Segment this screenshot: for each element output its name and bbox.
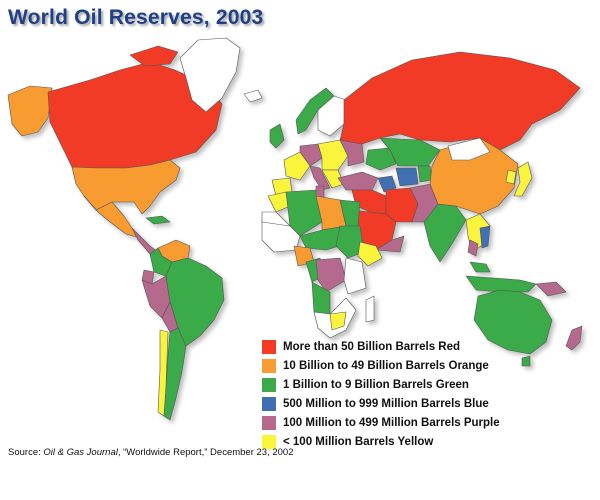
legend-swatch-red — [262, 339, 276, 354]
yemen-oman — [375, 235, 405, 253]
mongolia — [447, 137, 491, 161]
korea — [505, 169, 517, 185]
mauritania-mali — [261, 211, 291, 227]
legend-item-green: 1 Billion to 9 Billion Barrels Green — [262, 375, 500, 394]
madagascar — [365, 295, 375, 323]
germany — [299, 143, 323, 167]
ethiopia-somalia — [357, 241, 383, 267]
legend-item-purple: 100 Million to 499 Million Barrels Purpl… — [262, 413, 500, 432]
australia — [473, 289, 553, 355]
source-publication: Oil & Gas Journal — [43, 447, 118, 458]
legend-item-orange: 10 Billion to 49 Billion Barrels Orange — [262, 356, 500, 375]
congo — [315, 257, 347, 293]
legend-label-purple: 100 Million to 499 Million Barrels Purpl… — [283, 416, 500, 429]
france — [283, 151, 311, 181]
source-note: Source: Oil & Gas Journal, “Worldwide Re… — [8, 447, 294, 458]
map-title: World Oil Reserves, 2003 — [8, 6, 264, 29]
greenland — [179, 37, 241, 113]
cuba — [145, 215, 171, 225]
south-africa-yellow — [329, 311, 347, 331]
argentina — [163, 327, 187, 421]
turkey — [337, 171, 379, 191]
legend-label-blue: 500 Million to 999 Million Barrels Blue — [283, 397, 489, 410]
legend-label-orange: 10 Billion to 49 Billion Barrels Orange — [283, 359, 489, 372]
turkmenistan — [395, 167, 419, 187]
legend-swatch-orange — [262, 358, 276, 373]
tasmania — [521, 355, 531, 367]
alaska — [7, 85, 53, 137]
east-africa — [343, 257, 367, 295]
canada-islands — [129, 45, 179, 67]
source-prefix: Source: — [8, 447, 44, 458]
azerbaijan — [377, 175, 397, 193]
legend-label-green: 1 Billion to 9 Billion Barrels Green — [283, 378, 469, 391]
legend-swatch-blue — [262, 396, 276, 411]
malaysia — [469, 261, 491, 273]
japan — [513, 161, 533, 197]
map-legend: More than 50 Billion Barrels Red 10 Bill… — [262, 337, 500, 451]
legend-item-yellow: < 100 Million Barrels Yellow — [262, 432, 500, 451]
algeria — [285, 189, 323, 237]
united-states — [71, 159, 181, 215]
legend-swatch-yellow — [262, 434, 276, 449]
legend-item-red: More than 50 Billion Barrels Red — [262, 337, 500, 356]
sudan — [335, 225, 365, 259]
central-america — [131, 227, 159, 255]
legend-swatch-green — [262, 377, 276, 392]
papua — [535, 281, 567, 297]
indonesia — [465, 275, 537, 293]
russia — [339, 51, 581, 151]
uk — [269, 123, 285, 149]
thailand — [467, 239, 479, 257]
source-suffix: , “Worldwide Report,” December 23, 2002 — [117, 447, 294, 458]
new-zealand — [565, 325, 583, 351]
legend-label-yellow: < 100 Million Barrels Yellow — [283, 435, 434, 448]
caspian-region — [365, 147, 397, 171]
italy — [309, 165, 331, 191]
chile — [157, 329, 169, 417]
uzbekistan — [417, 165, 433, 183]
legend-label-red: More than 50 Billion Barrels Red — [283, 340, 461, 353]
legend-swatch-purple — [262, 415, 276, 430]
iceland — [243, 89, 263, 103]
legend-item-blue: 500 Million to 999 Million Barrels Blue — [262, 394, 500, 413]
vietnam — [479, 225, 491, 249]
